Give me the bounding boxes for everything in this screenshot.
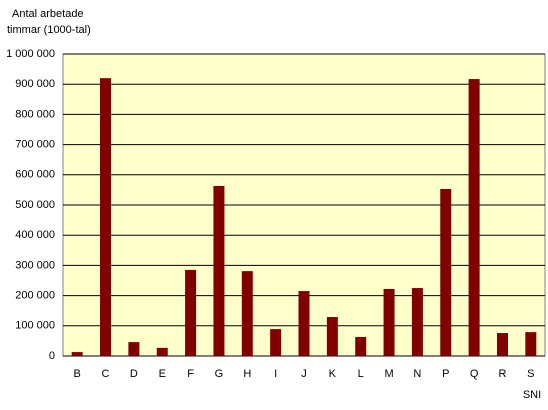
y-tick-label: 700 000 <box>15 139 55 151</box>
y-tick-label: 200 000 <box>15 290 55 302</box>
x-tick-label: Q <box>470 368 479 380</box>
bar <box>411 288 423 356</box>
bar <box>270 329 282 356</box>
y-tick-label: 0 <box>49 350 55 362</box>
x-tick-label: D <box>130 368 138 380</box>
x-tick-label: I <box>274 368 277 380</box>
bar <box>241 271 253 356</box>
y-axis-label: timmar (1000-tal) <box>7 24 91 36</box>
bar <box>525 332 537 356</box>
y-tick-label: 300 000 <box>15 259 55 271</box>
x-tick-label: M <box>384 368 393 380</box>
x-tick-label: J <box>301 368 307 380</box>
bar <box>326 317 338 356</box>
y-tick-label: 1 000 000 <box>6 48 55 60</box>
x-tick-label: E <box>159 368 166 380</box>
bar <box>383 288 395 356</box>
bar <box>468 79 480 356</box>
y-tick-label: 800 000 <box>15 108 55 120</box>
y-tick-label: 400 000 <box>15 229 55 241</box>
bar <box>298 291 310 356</box>
x-tick-label: C <box>102 368 110 380</box>
x-tick-label: G <box>215 368 224 380</box>
x-tick-label: F <box>187 368 194 380</box>
bar <box>71 352 83 356</box>
x-tick-label: R <box>498 368 506 380</box>
x-tick-label: S <box>527 368 534 380</box>
x-axis-label: SNI <box>523 389 541 401</box>
y-tick-label: 600 000 <box>15 169 55 181</box>
y-tick-label: 900 000 <box>15 78 55 90</box>
bar <box>100 78 112 356</box>
x-tick-label: B <box>74 368 81 380</box>
bar <box>440 188 452 356</box>
x-tick-label: N <box>413 368 421 380</box>
y-tick-label: 500 000 <box>15 199 55 211</box>
y-tick-label: 100 000 <box>15 320 55 332</box>
x-tick-label: H <box>243 368 251 380</box>
bar <box>213 185 225 356</box>
bar <box>496 333 508 356</box>
bar <box>128 342 140 356</box>
x-tick-label: P <box>442 368 449 380</box>
y-axis-label: Antal arbetade <box>12 8 84 20</box>
x-tick-label: K <box>329 368 337 380</box>
bar <box>355 336 367 356</box>
bar <box>156 347 168 356</box>
bar <box>185 269 197 356</box>
x-tick-label: L <box>358 368 364 380</box>
